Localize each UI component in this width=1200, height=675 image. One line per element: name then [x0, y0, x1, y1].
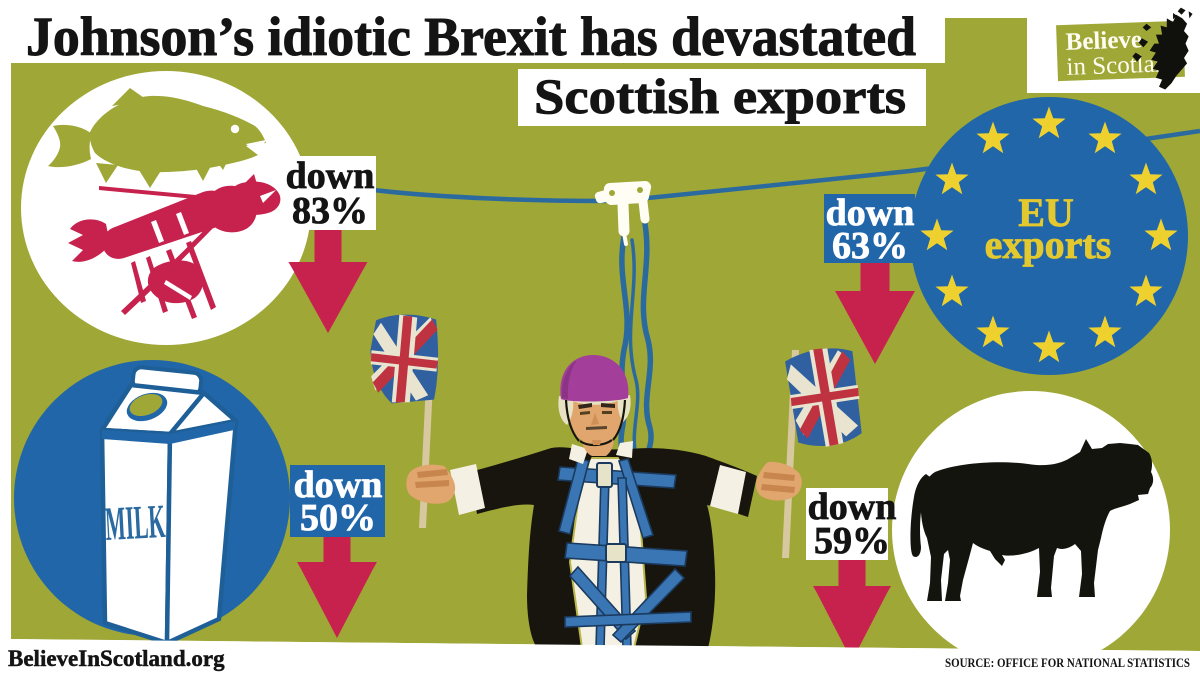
svg-text:down: down — [294, 464, 383, 506]
svg-text:Scottish exports: Scottish exports — [534, 68, 906, 124]
svg-text:EU: EU — [1018, 190, 1074, 235]
svg-text:Johnson’s idiotic Brexit has d: Johnson’s idiotic Brexit has devastated — [26, 6, 916, 67]
svg-text:83%: 83% — [292, 190, 368, 232]
svg-text:MILK: MILK — [104, 495, 167, 551]
svg-text:down: down — [808, 486, 897, 528]
svg-text:SOURCE: OFFICE FOR NATIONAL ST: SOURCE: OFFICE FOR NATIONAL STATISTICS — [945, 655, 1190, 670]
svg-text:BelieveInScotland.org: BelieveInScotland.org — [8, 646, 225, 671]
svg-text:50%: 50% — [300, 497, 376, 539]
svg-text:63%: 63% — [832, 225, 908, 267]
svg-text:Believe: Believe — [1065, 26, 1142, 56]
svg-text:exports: exports — [985, 222, 1112, 267]
svg-text:59%: 59% — [814, 520, 890, 562]
svg-text:down: down — [826, 192, 915, 234]
svg-text:down: down — [286, 155, 375, 197]
